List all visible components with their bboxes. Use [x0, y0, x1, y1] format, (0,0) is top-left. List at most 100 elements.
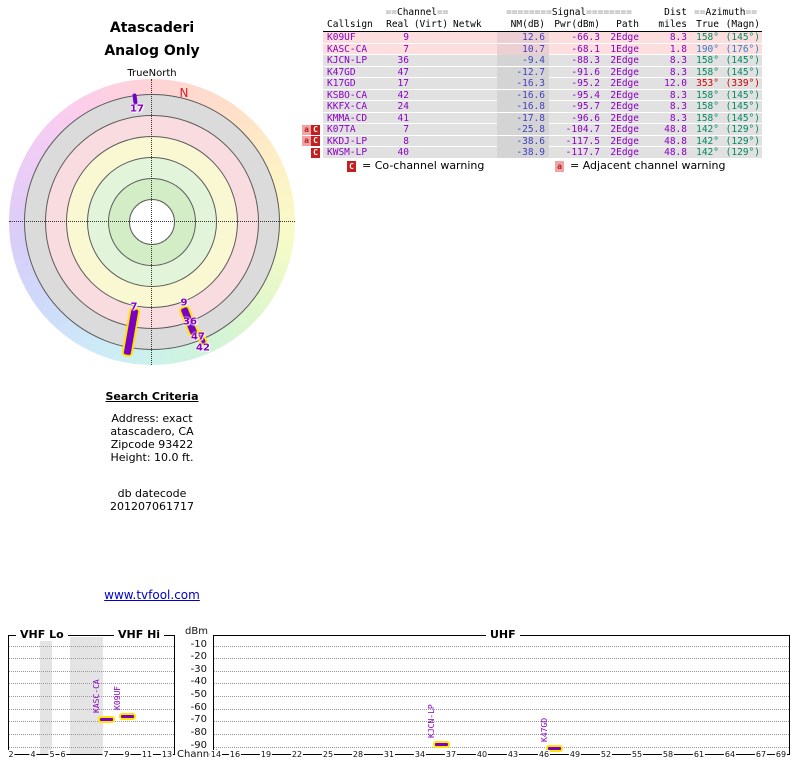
cell-nm: 12.6 [497, 32, 549, 43]
cell-real: 41 [397, 112, 409, 124]
cell-pwr: -117.7 [565, 147, 600, 158]
cochannel-warning-kkdj: C [311, 136, 320, 146]
cell-real: 8 [403, 135, 409, 147]
channel-tick: 2 [7, 750, 15, 759]
col-real: Real [386, 19, 409, 30]
channel-tick: 14 [209, 750, 223, 759]
adjacent-legend: a = Adjacent channel warning [555, 159, 726, 172]
channel-tick: 28 [351, 750, 365, 759]
channel-tick: 49 [568, 750, 582, 759]
cell-callsign: KSBO-CA [327, 89, 368, 101]
group-header-signal: ========Signal======== [506, 7, 632, 18]
cell-miles: 8.3 [669, 32, 687, 43]
cell-nm: -16.8 [497, 101, 549, 112]
dbm-tick: -60 [190, 702, 207, 713]
signal-bar-kjcn-lp [433, 741, 450, 748]
site-link-wrap: www.tvfool.com [52, 588, 252, 602]
vhf-lo-band-label: VHF Lo [16, 628, 68, 641]
cell-real: 47 [397, 66, 409, 78]
cell-callsign: KKFX-CA [327, 101, 368, 112]
page-subtitle: Analog Only [104, 43, 200, 59]
table-row: KKDJ-LP 8 -38.6 -117.5 2Edge 48.8 142° (… [323, 135, 762, 147]
cell-pwr: -95.7 [571, 101, 600, 112]
signal-bar-k47gd [546, 745, 563, 752]
cell-nm: -9.4 [497, 55, 549, 66]
table-row: KWSM-LP 40 -38.9 -117.7 2Edge 48.8 142° … [323, 147, 762, 159]
table-group-header-row: ==Channel== ========Signal======== Dist … [323, 7, 762, 19]
station-marker-label-ch42: 42 [196, 342, 210, 354]
cell-pwr: -95.4 [571, 89, 600, 101]
cell-pwr: -104.7 [565, 124, 600, 135]
cell-pwr: -117.5 [565, 135, 600, 147]
north-south-axis-line [151, 79, 152, 365]
dbm-axis-unit: dBm [185, 626, 208, 637]
search-zipcode: Zipcode 93422 [110, 438, 194, 451]
cell-miles: 1.8 [669, 43, 687, 55]
polar-center [129, 199, 175, 245]
table-row: KKFX-CA 24 -16.8 -95.7 2Edge 8.3 158° (1… [323, 101, 762, 113]
cell-az-true: 158° [696, 101, 719, 112]
dbm-tick: -10 [190, 639, 207, 650]
signal-table: ==Channel== ========Signal======== Dist … [323, 7, 762, 159]
col-pwr: Pwr(dBm) [554, 19, 600, 30]
cell-miles: 48.8 [664, 135, 687, 147]
adjacent-warning-kkdj: a [302, 136, 311, 146]
adjacent-legend-label: = Adjacent channel warning [570, 159, 726, 172]
cell-real: 36 [397, 55, 409, 66]
cell-path: 2Edge [610, 124, 639, 135]
channel-tick: 11 [140, 750, 154, 759]
cochannel-legend-label: = Co-channel warning [362, 159, 485, 172]
cell-az-true: 142° [696, 124, 719, 135]
east-west-axis-line [9, 221, 295, 222]
cell-pwr: -96.6 [571, 112, 600, 124]
cell-callsign: K09UF [327, 32, 356, 43]
cell-path: 2Edge [610, 147, 639, 158]
cell-az-magn: (129°) [725, 147, 760, 158]
cell-az-magn: (176°) [725, 43, 760, 55]
table-row: KASC-CA 7 10.7 -68.1 1Edge 1.8 190° (176… [323, 43, 762, 55]
table-row: K17GD 17 -16.3 -95.2 2Edge 12.0 353° (33… [323, 78, 762, 90]
cell-az-true: 158° [696, 89, 719, 101]
cell-real: 7 [403, 43, 409, 55]
cell-az-magn: (145°) [725, 89, 760, 101]
cell-real: 17 [397, 78, 409, 89]
db-datecode-label: db datecode [117, 487, 187, 500]
cell-nm: 10.7 [497, 43, 549, 55]
signal-bar-k09uf [119, 713, 136, 720]
table-row: K47GD 47 -12.7 -91.6 2Edge 8.3 158° (145… [323, 66, 762, 78]
col-virt: (Virt) [413, 19, 449, 30]
cell-path: 2Edge [610, 101, 639, 112]
col-callsign: Callsign [327, 19, 373, 30]
uhf-panel: KJCN-LP K47GD [213, 635, 790, 755]
table-row: KMMA-CD 41 -17.8 -96.6 2Edge 8.3 158° (1… [323, 112, 762, 124]
cell-az-magn: (145°) [725, 32, 760, 43]
table-column-header-row: Callsign Real (Virt) Netwk NM(dB) Pwr(dB… [323, 19, 762, 32]
cell-az-true: 142° [696, 135, 719, 147]
dbm-tick: -20 [190, 651, 207, 662]
col-miles: miles [658, 19, 687, 30]
cell-path: 2Edge [610, 55, 639, 66]
vhf-hi-band-label: VHF Hi [114, 628, 165, 641]
cell-path: 2Edge [610, 78, 639, 89]
table-row: K09UF 9 12.6 -66.3 2Edge 8.3 158° (145°) [323, 32, 762, 44]
cell-az-magn: (145°) [725, 112, 760, 124]
cochannel-legend-symbol: C [347, 160, 356, 172]
col-magn: (Magn) [725, 19, 760, 30]
cell-real: 24 [397, 101, 409, 112]
cell-pwr: -95.2 [571, 78, 600, 89]
cell-miles: 48.8 [664, 147, 687, 158]
table-row: KJCN-LP 36 -9.4 -88.3 2Edge 8.3 158° (14… [323, 55, 762, 67]
polar-azimuth-plot: N 17 7 9 36 47 42 [9, 79, 295, 365]
signal-bar-kasc-ca [98, 716, 115, 723]
search-city: atascadero, CA [110, 425, 194, 438]
tvfool-link[interactable]: www.tvfool.com [104, 588, 200, 602]
true-north-label: TrueNorth [127, 68, 177, 79]
cell-az-true: 190° [696, 43, 719, 55]
search-criteria-title: Search Criteria [105, 390, 199, 403]
dbm-tick: -90 [190, 740, 207, 751]
cell-az-magn: (129°) [725, 135, 760, 147]
cell-real: 7 [403, 124, 409, 135]
cell-az-magn: (339°) [725, 78, 760, 89]
cell-callsign: K47GD [327, 66, 356, 78]
